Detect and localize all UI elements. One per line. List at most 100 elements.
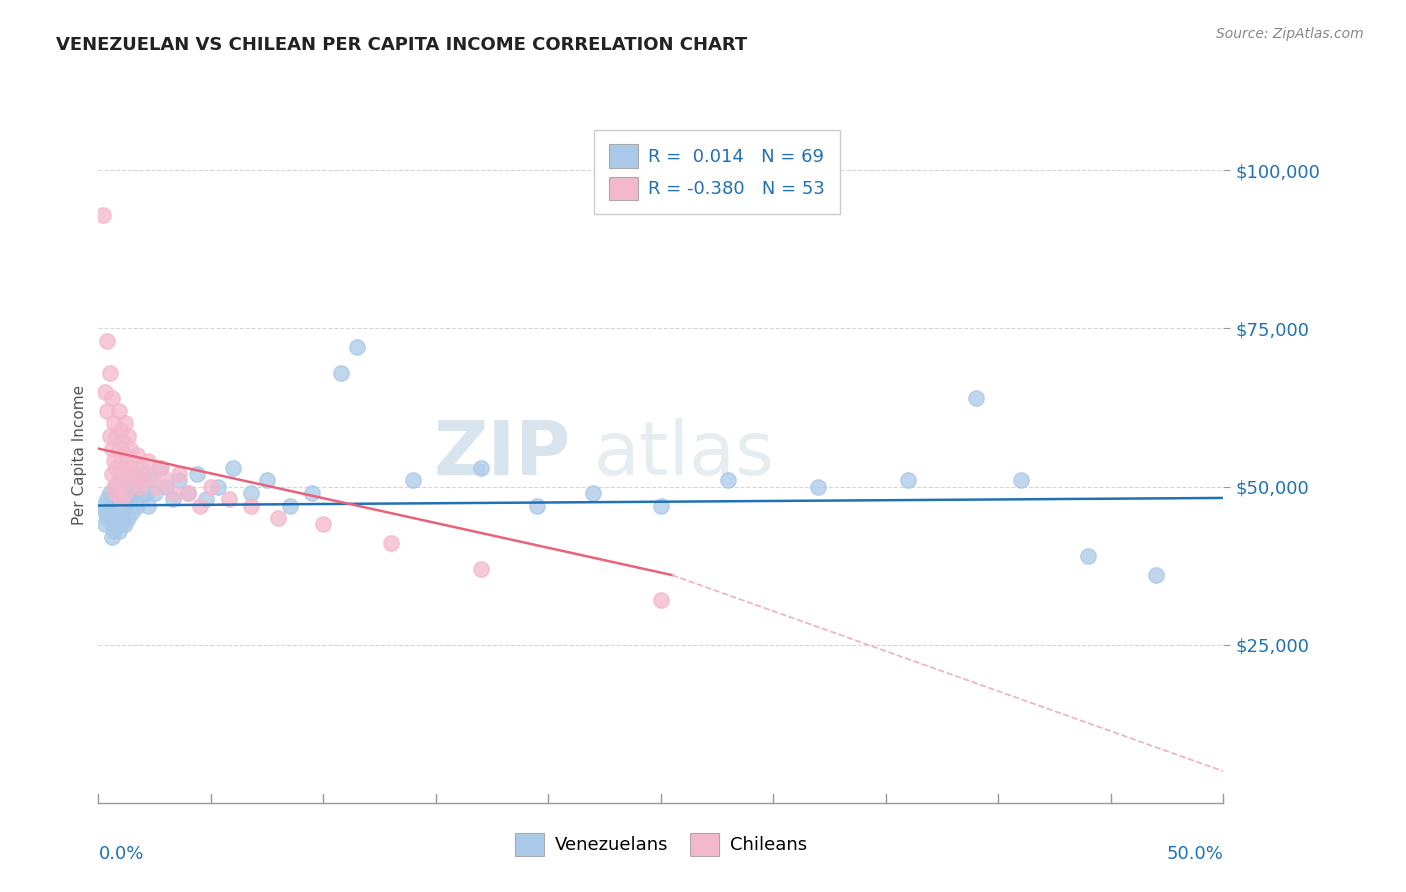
Point (278, 499, 301, 513)
Point (470, 562, 492, 576)
Point (91, 208, 114, 222)
Point (177, 486, 200, 500)
Y-axis label: Per Capita Income: Per Capita Income (72, 384, 87, 525)
Point (169, 467, 191, 481)
Point (110, 423, 132, 437)
Point (121, 454, 143, 468)
Point (136, 454, 159, 468)
Point (98, 429, 121, 443)
Text: ZIP: ZIP (433, 418, 571, 491)
Text: VENEZUELAN VS CHILEAN PER CAPITA INCOME CORRELATION CHART: VENEZUELAN VS CHILEAN PER CAPITA INCOME … (56, 36, 748, 54)
Point (103, 524, 125, 538)
Point (118, 492, 141, 507)
Point (135, 486, 157, 500)
Point (330, 366, 353, 380)
Point (107, 492, 129, 507)
Point (162, 486, 184, 500)
Point (94, 505, 117, 519)
Point (222, 460, 245, 475)
Point (117, 429, 139, 443)
Point (526, 499, 548, 513)
Point (114, 517, 136, 532)
Point (107, 511, 129, 525)
Point (96, 511, 118, 525)
Text: atlas: atlas (593, 418, 775, 491)
Point (112, 499, 135, 513)
Point (650, 499, 672, 513)
Point (1010, 473, 1032, 487)
Point (105, 517, 128, 532)
Point (125, 448, 148, 462)
Point (94, 517, 117, 532)
Point (107, 403, 129, 417)
Point (807, 479, 830, 493)
Point (143, 486, 166, 500)
Point (112, 435, 135, 450)
Point (717, 473, 740, 487)
Point (470, 460, 492, 475)
Point (380, 536, 402, 550)
Text: 0.0%: 0.0% (98, 845, 143, 863)
Point (132, 473, 155, 487)
Point (162, 492, 184, 507)
Point (98, 366, 121, 380)
Point (96, 334, 118, 348)
Point (94, 384, 117, 399)
Point (107, 473, 129, 487)
Point (136, 499, 159, 513)
Point (240, 499, 263, 513)
Point (132, 467, 155, 481)
Point (150, 460, 173, 475)
Point (195, 492, 218, 507)
Text: Source: ZipAtlas.com: Source: ZipAtlas.com (1216, 27, 1364, 41)
Point (110, 492, 132, 507)
Point (118, 467, 141, 481)
Point (110, 454, 132, 468)
Point (110, 473, 132, 487)
Point (114, 479, 136, 493)
Point (107, 442, 129, 456)
Point (101, 442, 124, 456)
Point (117, 460, 139, 475)
Point (110, 492, 132, 507)
Point (117, 492, 139, 507)
Point (98, 505, 121, 519)
Point (91, 499, 114, 513)
Point (155, 473, 177, 487)
Point (1077, 549, 1099, 563)
Point (186, 467, 208, 481)
Point (301, 486, 323, 500)
Point (103, 511, 125, 525)
Point (124, 486, 146, 500)
Point (177, 486, 200, 500)
Point (582, 486, 605, 500)
Point (101, 530, 124, 544)
Point (114, 486, 136, 500)
Point (110, 517, 132, 532)
Point (139, 473, 162, 487)
Point (105, 479, 128, 493)
Point (105, 486, 128, 500)
Point (188, 499, 211, 513)
Legend: Venezuelans, Chileans: Venezuelans, Chileans (508, 826, 814, 863)
Point (112, 467, 135, 481)
Point (105, 460, 128, 475)
Point (114, 448, 136, 462)
Point (117, 511, 139, 525)
Point (101, 517, 124, 532)
Point (107, 524, 129, 538)
Point (103, 479, 125, 493)
Point (105, 429, 128, 443)
Point (121, 505, 143, 519)
Point (101, 391, 124, 405)
Point (125, 499, 148, 513)
Point (128, 479, 150, 493)
Point (101, 467, 124, 481)
Point (141, 467, 163, 481)
Point (965, 391, 987, 405)
Point (129, 460, 152, 475)
Point (114, 417, 136, 431)
Point (129, 492, 152, 507)
Point (103, 492, 125, 507)
Point (96, 492, 118, 507)
